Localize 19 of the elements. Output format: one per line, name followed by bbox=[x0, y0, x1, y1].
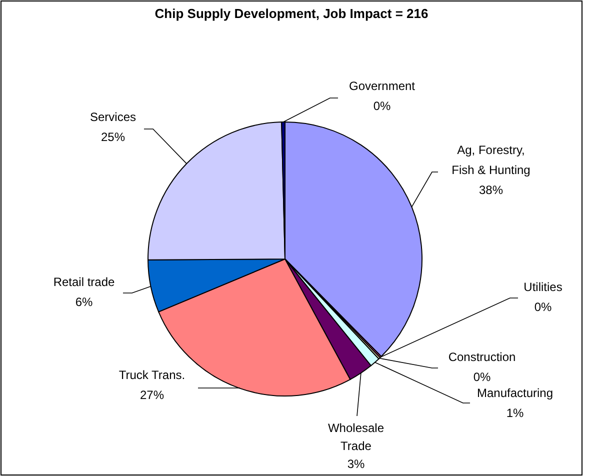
data-label: 0% bbox=[473, 370, 491, 384]
data-label: 6% bbox=[75, 295, 93, 309]
chart-title: Chip Supply Development, Job Impact = 216 bbox=[154, 6, 428, 21]
slice-label: Truck Trans. bbox=[118, 368, 186, 382]
data-label: 1% bbox=[506, 406, 524, 420]
data-label: 27% bbox=[140, 388, 164, 402]
slice-label: Government bbox=[348, 79, 416, 93]
data-label: 38% bbox=[478, 183, 504, 197]
slice-label: Construction bbox=[448, 350, 516, 364]
slice-label: Wholesale Trade bbox=[328, 421, 384, 453]
data-label: 0% bbox=[373, 99, 391, 113]
slice-label: Utilities bbox=[524, 280, 562, 294]
data-label: 25% bbox=[100, 130, 126, 144]
slice-label: Manufacturing bbox=[476, 386, 554, 400]
slice-label: Ag, Forestry, Fish & Hunting bbox=[452, 143, 530, 177]
data-label: 0% bbox=[534, 300, 552, 314]
slice-label: Retail trade bbox=[53, 275, 116, 289]
slice-label: Services bbox=[90, 110, 136, 124]
data-label: 3% bbox=[347, 457, 365, 471]
